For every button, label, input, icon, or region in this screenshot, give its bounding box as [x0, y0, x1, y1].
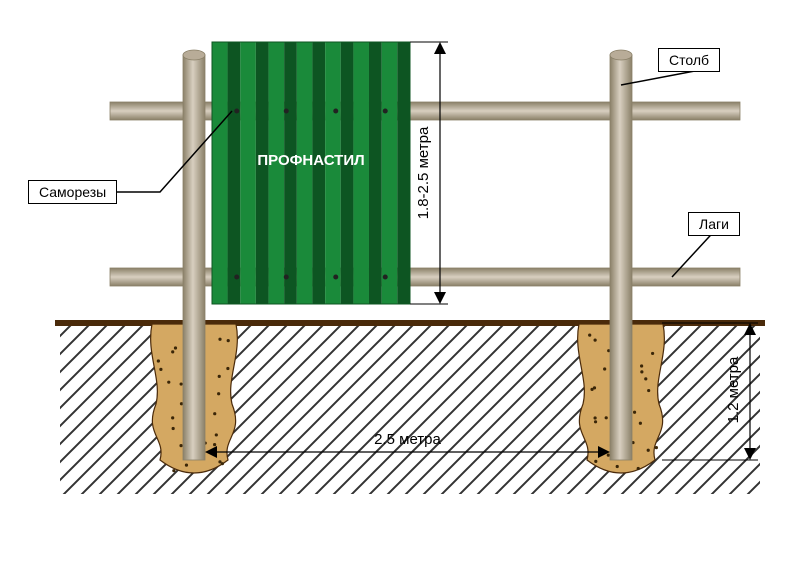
diagram-stage: 1.8-2.5 метра 1.2 метра 2.5 метра ПРОФНА… — [0, 0, 800, 572]
dimension-span-text: 2.5 метра — [374, 431, 441, 448]
post-left — [183, 50, 205, 460]
diagram-svg: 1.8-2.5 метра 1.2 метра 2.5 метра ПРОФНА… — [0, 0, 800, 572]
leader-stolb — [621, 70, 700, 85]
label-stolb: Столб — [658, 48, 720, 72]
dimension-height: 1.8-2.5 метра — [410, 42, 448, 304]
profnastil-panel — [212, 42, 410, 304]
post-right — [610, 50, 632, 460]
label-samorezy: Саморезы — [28, 180, 117, 204]
profnastil-label: ПРОФНАСТИЛ — [257, 152, 364, 169]
dimension-depth-text: 1.2 метра — [725, 356, 742, 423]
dimension-height-text: 1.8-2.5 метра — [415, 126, 432, 219]
label-lagi: Лаги — [688, 212, 740, 236]
